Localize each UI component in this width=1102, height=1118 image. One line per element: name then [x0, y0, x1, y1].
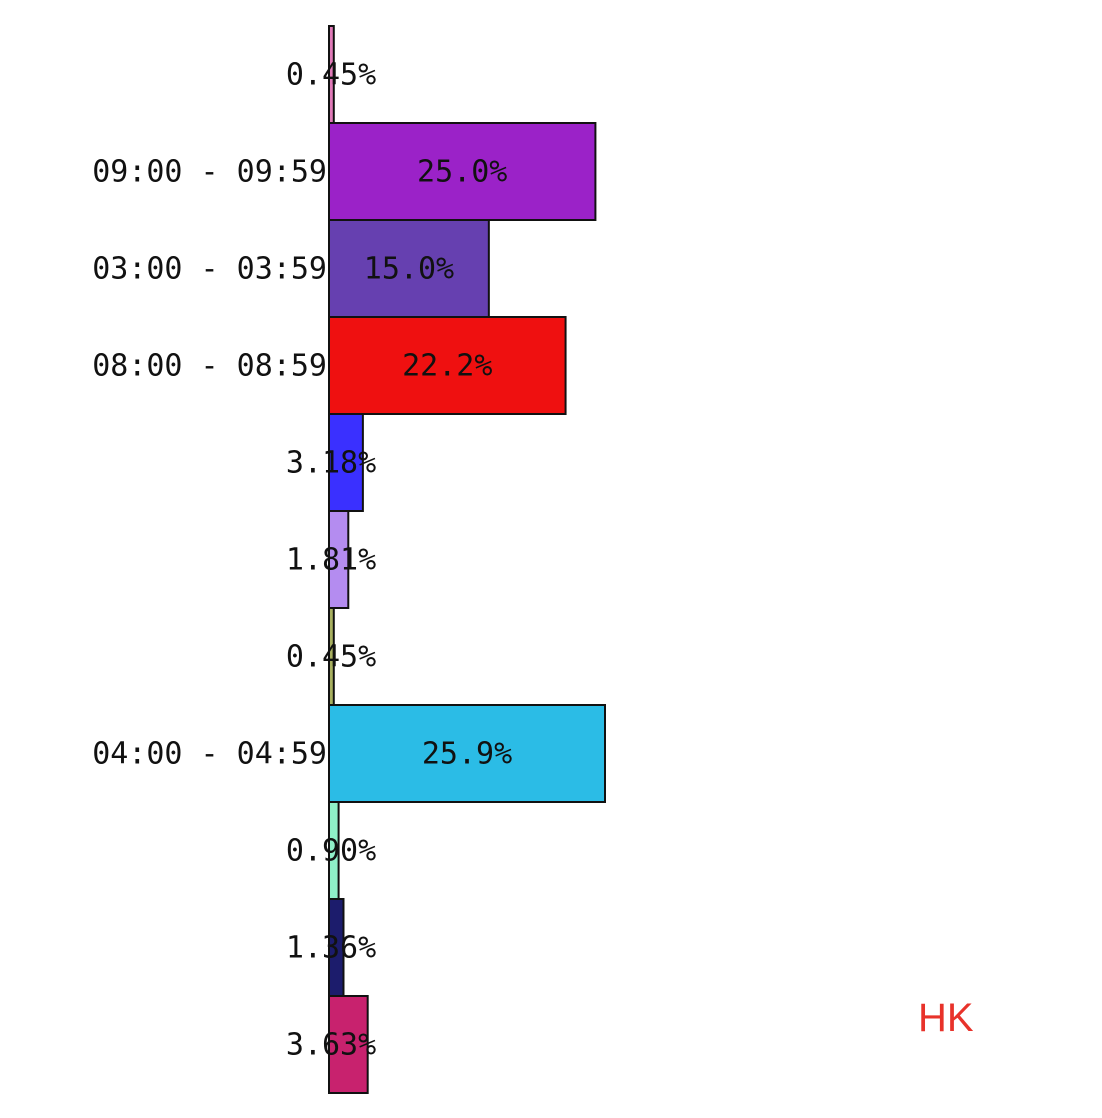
category-labels-group: 09:00 - 09:59 03:00 - 03:59 08:00 - 08:59 0… [92, 155, 327, 772]
value-label-5: 1.81% [286, 543, 376, 578]
value-label-6: 0.45% [286, 640, 376, 675]
value-label-8: 0.90% [286, 834, 376, 869]
bar-4 [328, 413, 364, 512]
value-label-3: 22.2% [402, 349, 492, 384]
value-labels-group: 0.45% 25.0% 15.0% 22.2% 3.18% 1.81% 0.45% 25.9%… [286, 58, 512, 1063]
category-label-1: 09:00 - 09:59 [92, 155, 327, 190]
value-label-4: 3.18% [286, 446, 376, 481]
value-label-10: 3.63% [286, 1028, 376, 1063]
bar-5 [328, 510, 350, 609]
value-label-2: 15.0% [364, 252, 454, 287]
bar-3 [328, 316, 567, 415]
category-label-7: 04:00 - 04:59 [92, 737, 327, 772]
value-label-0: 0.45% [286, 58, 376, 93]
value-label-7: 25.9% [422, 737, 512, 772]
bar-7 [328, 704, 606, 803]
category-label-3: 08:00 - 08:59 [92, 349, 327, 384]
bar-10 [328, 995, 369, 1094]
category-label-2: 03:00 - 03:59 [92, 252, 327, 287]
corner-tag-label: HK [918, 996, 974, 1040]
value-label-9: 1.36% [286, 931, 376, 966]
bar-1 [328, 122, 597, 221]
value-label-1: 25.0% [417, 155, 507, 190]
bars-group [328, 25, 606, 1094]
